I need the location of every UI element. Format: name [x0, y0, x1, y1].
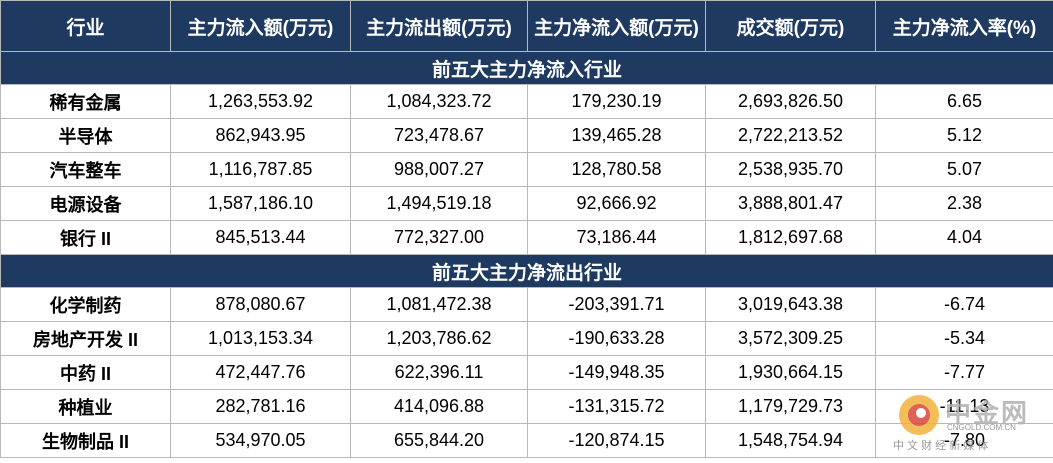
value-cell: 5.07: [875, 152, 1053, 187]
data-row: 中药 II 472,447.76 622,396.11 -149,948.35 1,93…: [0, 355, 1053, 390]
logo: [899, 395, 939, 435]
industry-cell: 汽车整车: [0, 152, 171, 187]
value-cell: 845,513.44: [170, 220, 351, 255]
watermark: 中金网 CNGOLD.COM.CN 中 文 财 经 新 媒 体: [893, 393, 1043, 455]
value-cell: 622,396.11: [350, 355, 528, 390]
value-cell: 1,494,519.18: [350, 186, 528, 221]
value-cell: 1,203,786.62: [350, 321, 528, 356]
header-cell: 主力流出额(万元): [350, 0, 528, 52]
industry-cell: 稀有金属: [0, 84, 171, 119]
value-cell: 92,666.92: [527, 186, 706, 221]
value-cell: -149,948.35: [527, 355, 706, 390]
value-cell: 2.38: [875, 186, 1053, 221]
section-title: 前五大主力净流入行业: [0, 51, 1053, 85]
value-cell: 139,465.28: [527, 118, 706, 153]
industry-cell: 生物制品 II: [0, 423, 171, 458]
industry-cell: 银行 II: [0, 220, 171, 255]
value-cell: 1,179,729.73: [705, 389, 876, 424]
section-row: 前五大主力净流出行业: [0, 254, 1053, 288]
value-cell: -6.74: [875, 287, 1053, 322]
section-title: 前五大主力净流出行业: [0, 254, 1053, 288]
value-cell: 3,888,801.47: [705, 186, 876, 221]
industry-cell: 电源设备: [0, 186, 171, 221]
value-cell: 4.04: [875, 220, 1053, 255]
value-cell: 73,186.44: [527, 220, 706, 255]
header-cell: 主力流入额(万元): [170, 0, 351, 52]
value-cell: 3,572,309.25: [705, 321, 876, 356]
value-cell: -190,633.28: [527, 321, 706, 356]
value-cell: 472,447.76: [170, 355, 351, 390]
value-cell: 179,230.19: [527, 84, 706, 119]
value-cell: -5.34: [875, 321, 1053, 356]
value-cell: 1,013,153.34: [170, 321, 351, 356]
value-cell: 1,548,754.94: [705, 423, 876, 458]
data-row: 稀有金属 1,263,553.92 1,084,323.72 179,230.19 2,…: [0, 84, 1053, 119]
data-row: 房地产开发 II 1,013,153.34 1,203,786.62 -190,633…: [0, 321, 1053, 356]
value-cell: 988,007.27: [350, 152, 528, 187]
header-cell: 主力净流入额(万元): [527, 0, 706, 52]
data-row: 汽车整车 1,116,787.85 988,007.27 128,780.58 2,53…: [0, 152, 1053, 187]
header-cell: 主力净流入率(%): [875, 0, 1053, 52]
industry-cell: 化学制药: [0, 287, 171, 322]
brand-name: 中金网: [945, 398, 1030, 428]
value-cell: 414,096.88: [350, 389, 528, 424]
header-cell: 行业: [0, 0, 171, 52]
value-cell: 1,930,664.15: [705, 355, 876, 390]
value-cell: 655,844.20: [350, 423, 528, 458]
value-cell: 2,693,826.50: [705, 84, 876, 119]
brand-slogan: 中 文 财 经 新 媒 体: [893, 440, 989, 452]
value-cell: 1,587,186.10: [170, 186, 351, 221]
value-cell: -131,315.72: [527, 389, 706, 424]
section-row: 前五大主力净流入行业: [0, 51, 1053, 85]
header-cell: 成交额(万元): [705, 0, 876, 52]
data-row: 半导体 862,943.95 723,478.67 139,465.28 2,722,2…: [0, 118, 1053, 153]
value-cell: 3,019,643.38: [705, 287, 876, 322]
data-row: 银行 II 845,513.44 772,327.00 73,186.44 1,812,…: [0, 220, 1053, 255]
value-cell: 878,080.67: [170, 287, 351, 322]
value-cell: 2,538,935.70: [705, 152, 876, 187]
industry-cell: 半导体: [0, 118, 171, 153]
data-row: 电源设备 1,587,186.10 1,494,519.18 92,666.92 3,8…: [0, 186, 1053, 221]
industry-cell: 房地产开发 II: [0, 321, 171, 356]
data-row: 种植业 282,781.16 414,096.88 -131,315.72 1,179,…: [0, 389, 1053, 424]
value-cell: 1,084,323.72: [350, 84, 528, 119]
value-cell: 1,081,472.38: [350, 287, 528, 322]
value-cell: 1,812,697.68: [705, 220, 876, 255]
value-cell: 282,781.16: [170, 389, 351, 424]
value-cell: 723,478.67: [350, 118, 528, 153]
header-row: 行业 主力流入额(万元) 主力流出额(万元) 主力净流入额(万元) 成交额(万元) 主力净…: [0, 0, 1053, 52]
value-cell: 1,116,787.85: [170, 152, 351, 187]
industry-cell: 种植业: [0, 389, 171, 424]
value-cell: 772,327.00: [350, 220, 528, 255]
value-cell: -120,874.15: [527, 423, 706, 458]
table-body: 前五大主力净流入行业 稀有金属 1,263,553.92 1,084,323.72 17…: [0, 51, 1053, 458]
industry-cell: 中药 II: [0, 355, 171, 390]
value-cell: -7.77: [875, 355, 1053, 390]
value-cell: 2,722,213.52: [705, 118, 876, 153]
value-cell: 6.65: [875, 84, 1053, 119]
brand-domain: CNGOLD.COM.CN: [947, 423, 1016, 432]
value-cell: -203,391.71: [527, 287, 706, 322]
value-cell: 1,263,553.92: [170, 84, 351, 119]
data-row: 化学制药 878,080.67 1,081,472.38 -203,391.71 3,0…: [0, 287, 1053, 322]
value-cell: 128,780.58: [527, 152, 706, 187]
value-cell: 862,943.95: [170, 118, 351, 153]
value-cell: 534,970.05: [170, 423, 351, 458]
value-cell: 5.12: [875, 118, 1053, 153]
